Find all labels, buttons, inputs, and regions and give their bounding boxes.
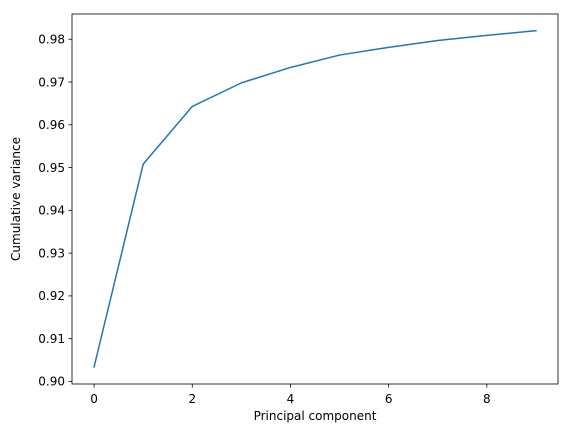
x-tick-label: 0 [90,392,98,406]
x-axis-label: Principal component [254,409,377,423]
y-tick-label: 0.95 [38,161,65,175]
y-tick-label: 0.96 [38,118,65,132]
axis-ticks: 0 2 4 6 8 0.90 0.91 0.92 0.93 0.94 0.95 0.96 0.97 0.9… [38,33,490,406]
y-tick-label: 0.97 [38,75,65,89]
x-tick-label: 4 [287,392,295,406]
y-tick-label: 0.92 [38,289,65,303]
x-tick-label: 6 [385,392,393,406]
y-tick-label: 0.98 [38,33,65,47]
axes-frame [71,13,559,385]
plot-area [93,29,537,368]
y-tick-label: 0.90 [38,375,65,389]
y-axis-label: Cumulative variance [9,137,23,261]
x-tick-label: 2 [188,392,196,406]
series-line [93,29,537,368]
y-tick-label: 0.93 [38,246,65,260]
y-tick-label: 0.94 [38,204,65,218]
y-tick-label: 0.91 [38,332,65,346]
x-tick-label: 8 [483,392,491,406]
